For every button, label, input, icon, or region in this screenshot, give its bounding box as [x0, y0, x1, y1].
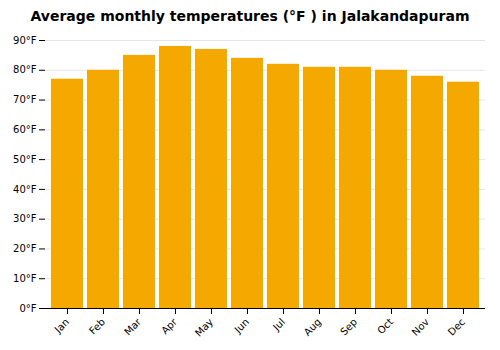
- svg-text:80°F: 80°F: [13, 64, 37, 75]
- svg-text:30°F: 30°F: [13, 213, 37, 224]
- svg-text:20°F: 20°F: [13, 243, 37, 254]
- svg-text:0°F: 0°F: [19, 303, 36, 314]
- svg-text:Oct: Oct: [375, 316, 395, 336]
- svg-text:Mar: Mar: [122, 316, 144, 338]
- svg-text:Nov: Nov: [410, 316, 432, 338]
- svg-text:50°F: 50°F: [13, 154, 37, 165]
- svg-text:Aug: Aug: [302, 316, 324, 338]
- svg-text:10°F: 10°F: [13, 273, 37, 284]
- html-text:Average monthly temperatures (: Average monthly temperatures (°F ) in Ja…: [30, 8, 470, 24]
- svg-text:Jan: Jan: [52, 316, 71, 335]
- svg-text:40°F: 40°F: [13, 184, 37, 195]
- svg-text:Sep: Sep: [338, 316, 359, 337]
- svg-text:Feb: Feb: [87, 316, 107, 336]
- svg-text:Jul: Jul: [270, 316, 287, 333]
- svg-text:Dec: Dec: [446, 316, 467, 337]
- svg-text:60°F: 60°F: [13, 124, 37, 135]
- svg-text:Apr: Apr: [159, 316, 180, 337]
- svg-text:Jun: Jun: [232, 316, 252, 336]
- svg-text:May: May: [193, 316, 215, 338]
- svg-text:90°F: 90°F: [13, 35, 37, 46]
- svg-text:70°F: 70°F: [13, 94, 37, 105]
